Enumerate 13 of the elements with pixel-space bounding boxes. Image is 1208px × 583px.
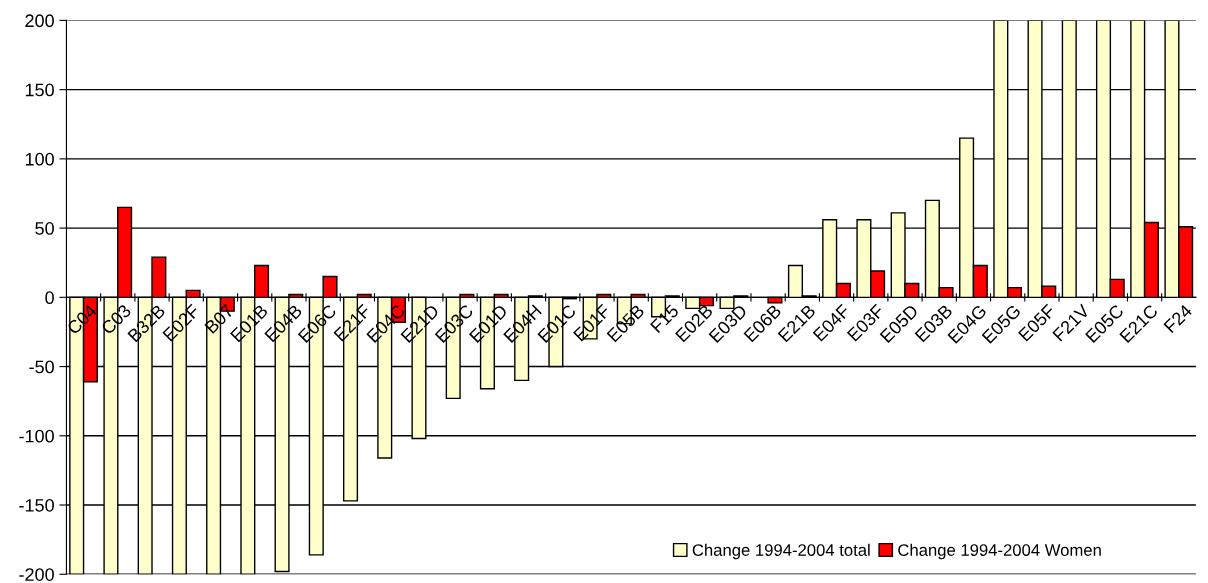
x-tick-label: C04: [66, 303, 98, 336]
y-tick-label: 100: [25, 152, 54, 166]
legend-label: Change 1994-2004 Women: [898, 543, 1101, 560]
y-tick-label: -50: [29, 360, 54, 374]
y-tick-label: -200: [19, 568, 54, 581]
y-tick-label: -150: [19, 498, 54, 512]
y-tick-label: -100: [19, 429, 54, 443]
legend-label: Change 1994-2004 total: [692, 543, 870, 560]
x-tick-label: F24: [1163, 303, 1193, 334]
y-tick-label: 150: [25, 83, 54, 97]
y-tick-label: 0: [45, 291, 54, 305]
y-tick-label: 200: [25, 14, 54, 28]
y-tick-label: 50: [35, 222, 54, 235]
